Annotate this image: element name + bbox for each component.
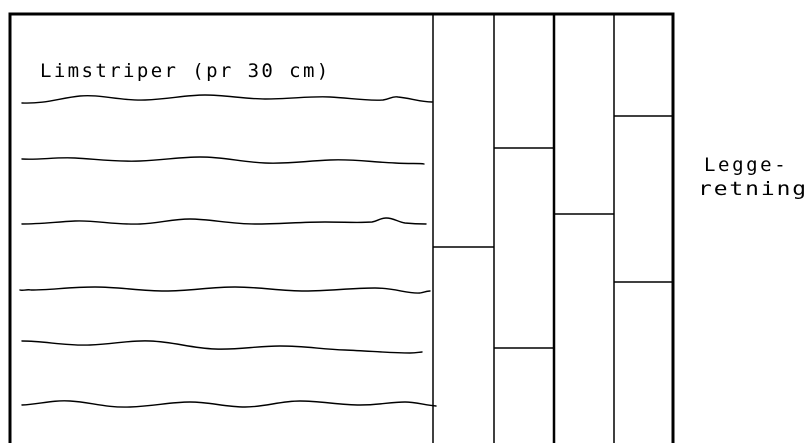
glue-strip — [21, 94, 433, 104]
glue-strip — [21, 340, 423, 354]
glue-strip — [19, 286, 431, 294]
glue-strips-label: Limstriper (pr 30 cm) — [40, 60, 331, 82]
laying-direction-label-line1: Legge- — [704, 154, 788, 176]
glue-strip — [21, 156, 425, 165]
floor-outline — [8, 12, 675, 443]
glue-strip — [21, 217, 427, 225]
glue-strips — [19, 94, 437, 408]
laying-direction-label-line2: retning — [698, 178, 808, 200]
floor-boards — [432, 14, 673, 443]
glue-strip — [21, 400, 437, 408]
